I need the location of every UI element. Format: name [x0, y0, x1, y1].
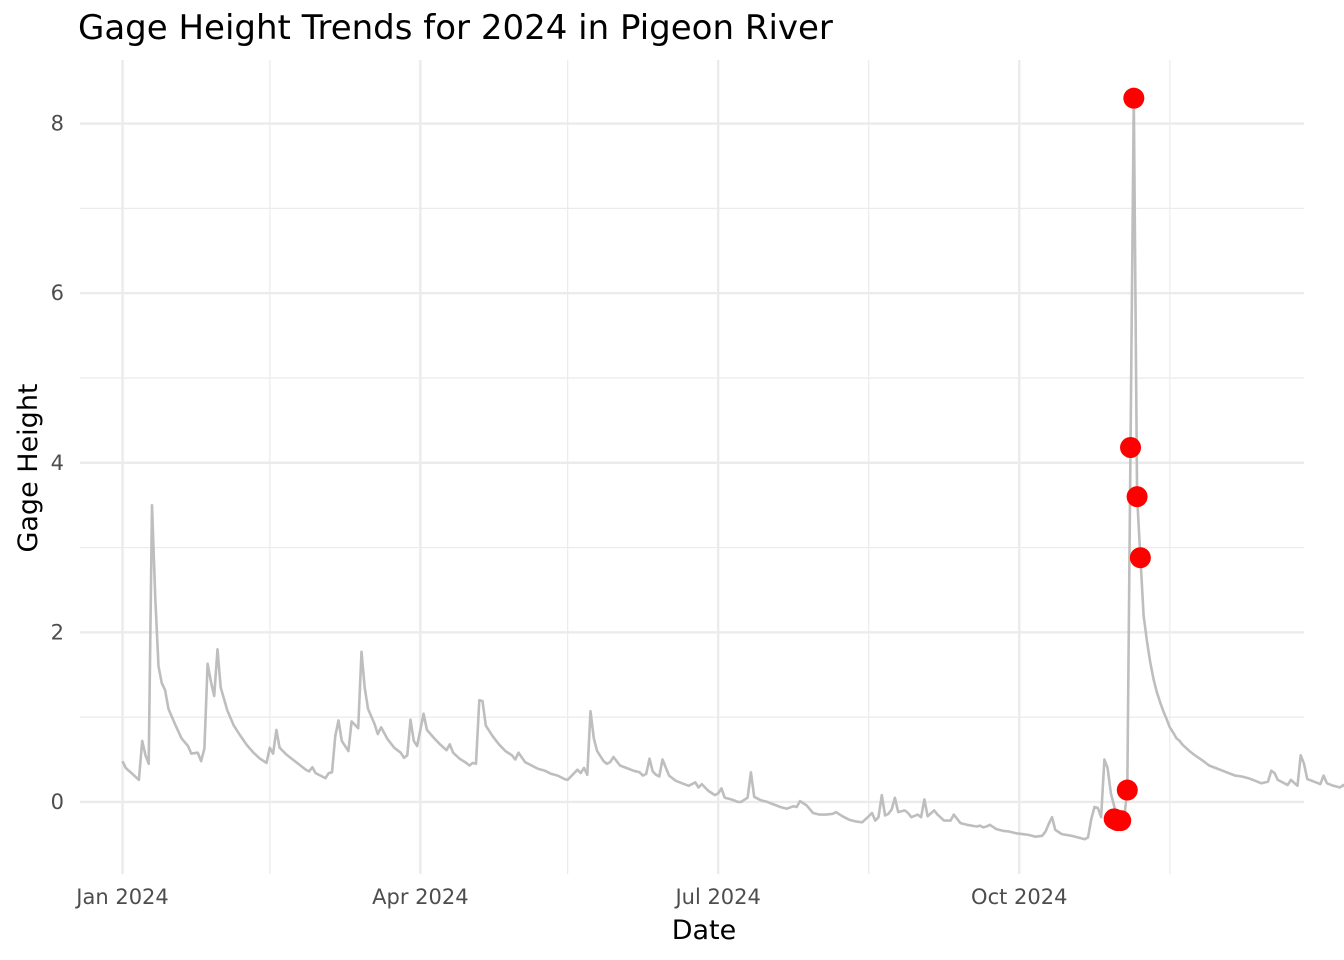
grid-minor: [80, 60, 1304, 874]
x-tick-label: Apr 2024: [372, 885, 468, 909]
y-tick-labels: 0 2 4 6 8: [51, 112, 64, 814]
highlight-point: [1129, 547, 1151, 569]
x-tick-label: Jul 2024: [673, 885, 760, 909]
highlight-point: [1116, 779, 1138, 801]
line-layer: [121, 96, 1344, 841]
y-tick-label: 6: [51, 281, 64, 305]
y-tick-label: 2: [51, 620, 64, 644]
x-tick-labels: Jan 2024 Apr 2024 Jul 2024 Oct 2024: [74, 885, 1067, 909]
chart-title: Gage Height Trends for 2024 in Pigeon Ri…: [78, 8, 833, 48]
point-layer: [1103, 87, 1151, 832]
grid-major: [80, 60, 1304, 874]
y-tick-label: 4: [51, 451, 64, 475]
y-tick-label: 8: [51, 112, 64, 136]
gage-height-line: [121, 96, 1344, 841]
highlight-point: [1110, 810, 1132, 832]
highlight-point: [1126, 486, 1148, 508]
y-tick-label: 0: [51, 790, 64, 814]
x-axis-title: Date: [672, 915, 737, 946]
y-axis-title: Gage Height: [13, 383, 44, 552]
x-tick-label: Oct 2024: [971, 885, 1067, 909]
highlight-point: [1120, 436, 1142, 458]
x-tick-label: Jan 2024: [74, 885, 169, 909]
highlight-point: [1123, 87, 1145, 109]
